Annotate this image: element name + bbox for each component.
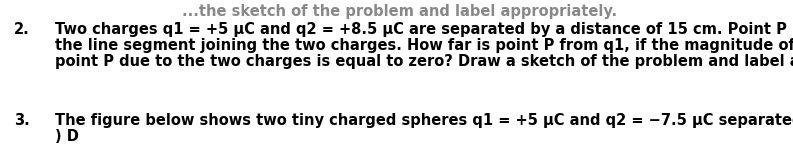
- Text: point P due to the two charges is equal to zero? Draw a sketch of the problem an: point P due to the two charges is equal …: [55, 54, 793, 69]
- Text: ) D: ) D: [55, 129, 586, 144]
- Text: ...the sketch of the problem and label appropriately.: ...the sketch of the problem and label a…: [182, 4, 618, 19]
- Text: 3.: 3.: [14, 113, 30, 128]
- Text: Two charges q1 = +5 μC and q2 = +8.5 μC are separated by a distance of 15 cm. Po: Two charges q1 = +5 μC and q2 = +8.5 μC …: [55, 22, 793, 37]
- Text: the line segment joining the two charges. How far is point P from q1, if the mag: the line segment joining the two charges…: [55, 38, 793, 53]
- Text: 2.: 2.: [14, 22, 30, 37]
- Text: The figure below shows two tiny charged spheres q1 = +5 μC and q2 = −7.5 μC sepa: The figure below shows two tiny charged …: [55, 113, 793, 128]
